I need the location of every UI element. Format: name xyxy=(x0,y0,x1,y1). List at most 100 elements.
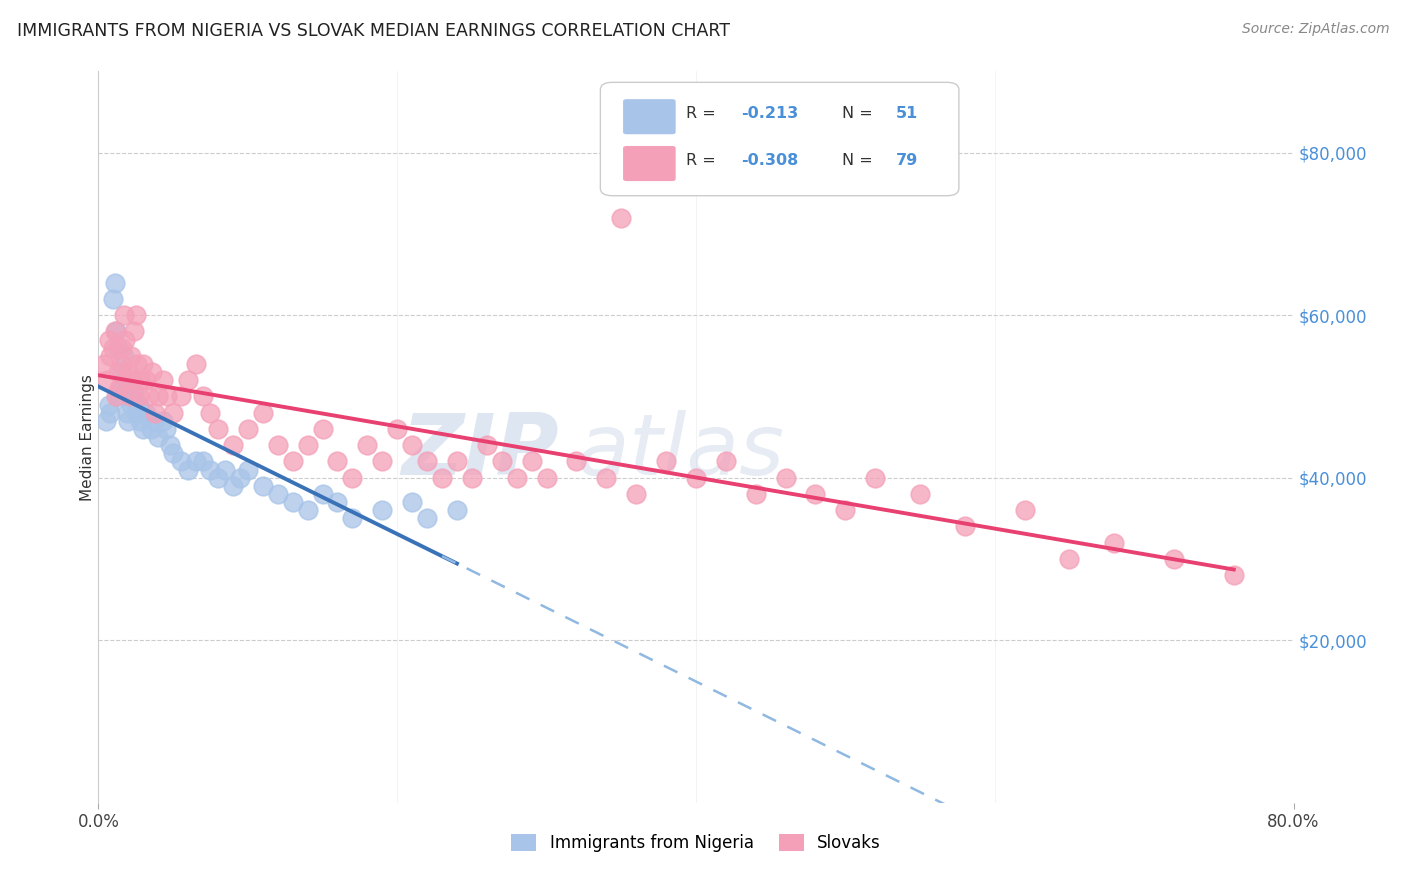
Point xyxy=(252,406,274,420)
Point xyxy=(104,325,127,339)
Point xyxy=(745,487,768,501)
Point xyxy=(200,462,222,476)
Point xyxy=(371,454,394,468)
Point xyxy=(520,454,543,468)
Point xyxy=(93,357,115,371)
Point xyxy=(446,503,468,517)
Point xyxy=(169,454,191,468)
Point xyxy=(326,495,349,509)
Point xyxy=(416,511,439,525)
Point xyxy=(222,479,245,493)
Point xyxy=(401,495,423,509)
Point xyxy=(120,398,142,412)
Point xyxy=(132,422,155,436)
Point xyxy=(156,389,179,403)
Text: 51: 51 xyxy=(896,106,918,121)
Point xyxy=(124,325,146,339)
Point xyxy=(162,406,184,420)
Point xyxy=(311,422,333,436)
Point xyxy=(953,519,976,533)
Point xyxy=(143,406,166,420)
Point xyxy=(430,471,453,485)
Point xyxy=(96,373,118,387)
Point xyxy=(94,414,117,428)
Text: Source: ZipAtlas.com: Source: ZipAtlas.com xyxy=(1241,22,1389,37)
Text: -0.213: -0.213 xyxy=(741,106,799,121)
Point xyxy=(595,471,617,485)
Point xyxy=(114,373,136,387)
Point xyxy=(207,471,229,485)
Point xyxy=(111,341,134,355)
Point xyxy=(129,373,152,387)
Point xyxy=(207,422,229,436)
Text: IMMIGRANTS FROM NIGERIA VS SLOVAK MEDIAN EARNINGS CORRELATION CHART: IMMIGRANTS FROM NIGERIA VS SLOVAK MEDIAN… xyxy=(17,22,730,40)
Point xyxy=(132,357,155,371)
Point xyxy=(128,389,150,403)
Point xyxy=(142,414,165,428)
Point xyxy=(121,373,143,387)
Point xyxy=(128,398,150,412)
Point xyxy=(152,414,174,428)
Point xyxy=(108,389,131,403)
Point xyxy=(655,454,678,468)
Text: R =: R = xyxy=(686,106,716,121)
Point xyxy=(236,422,259,436)
Text: N =: N = xyxy=(842,106,873,121)
Point xyxy=(371,503,394,517)
Point xyxy=(125,406,148,420)
Point xyxy=(506,471,529,485)
Point xyxy=(184,454,207,468)
Point xyxy=(685,471,707,485)
Point xyxy=(281,454,304,468)
Point xyxy=(114,333,136,347)
Point xyxy=(297,438,319,452)
Point xyxy=(135,406,157,420)
Text: ZIP: ZIP xyxy=(401,410,558,493)
Point xyxy=(129,414,152,428)
Text: N =: N = xyxy=(842,153,873,168)
Point xyxy=(1104,535,1126,549)
Point xyxy=(214,462,236,476)
Point xyxy=(159,438,181,452)
Point xyxy=(162,446,184,460)
Point xyxy=(236,462,259,476)
Point xyxy=(155,422,177,436)
Point xyxy=(491,454,513,468)
Point xyxy=(804,487,827,501)
Point xyxy=(112,349,135,363)
Text: 79: 79 xyxy=(896,153,918,168)
Point xyxy=(565,454,588,468)
Point xyxy=(118,389,141,403)
Legend: Immigrants from Nigeria, Slovaks: Immigrants from Nigeria, Slovaks xyxy=(503,825,889,860)
Point xyxy=(475,438,498,452)
Point xyxy=(342,511,364,525)
Point xyxy=(107,341,129,355)
Point xyxy=(191,454,214,468)
Point xyxy=(775,471,797,485)
Point xyxy=(252,479,274,493)
FancyBboxPatch shape xyxy=(600,82,959,195)
Point xyxy=(191,389,214,403)
Point xyxy=(267,487,290,501)
Point xyxy=(536,471,558,485)
Point xyxy=(177,373,200,387)
Point xyxy=(385,422,409,436)
Point xyxy=(626,487,648,501)
Point xyxy=(229,471,252,485)
Point xyxy=(1163,552,1185,566)
Point xyxy=(714,454,737,468)
Point xyxy=(342,471,364,485)
Point xyxy=(1014,503,1036,517)
FancyBboxPatch shape xyxy=(623,99,676,135)
Point xyxy=(267,438,290,452)
Point xyxy=(152,373,174,387)
Point xyxy=(141,365,163,379)
Point xyxy=(311,487,333,501)
Point xyxy=(97,333,120,347)
Point xyxy=(138,389,160,403)
Text: -0.308: -0.308 xyxy=(741,153,799,168)
Point xyxy=(297,503,319,517)
Point xyxy=(184,357,207,371)
Text: atlas: atlas xyxy=(576,410,785,493)
Point xyxy=(103,341,125,355)
